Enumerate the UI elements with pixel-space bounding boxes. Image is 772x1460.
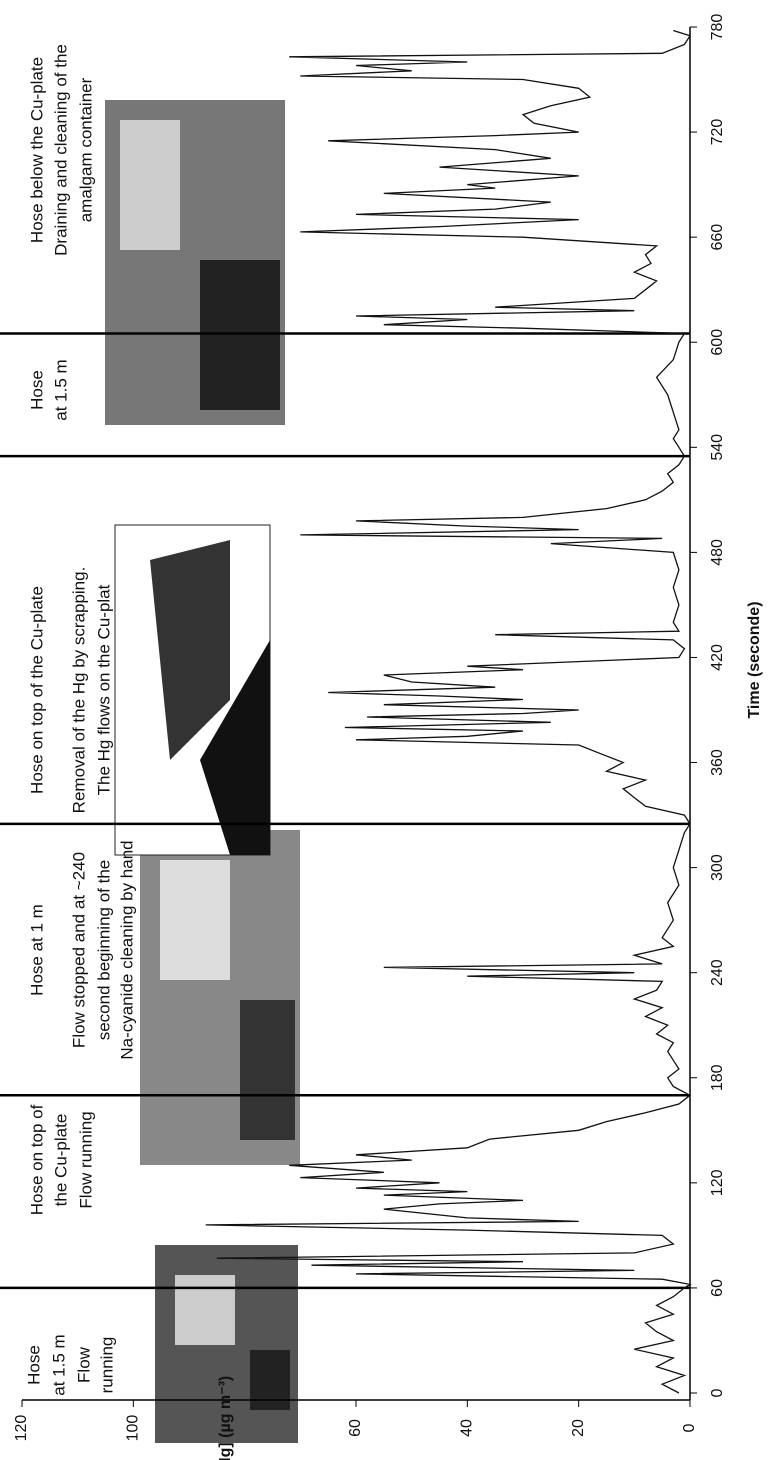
photo-detail xyxy=(250,1350,290,1410)
annotation: second beginning of the xyxy=(94,860,113,1041)
annotation: Hose below the Cu-plate xyxy=(27,57,46,243)
x-tick-label: 300 xyxy=(709,854,726,881)
y-axis-label: [Hg] (µg m⁻³) xyxy=(217,1376,234,1460)
annotation: Hose xyxy=(27,370,46,410)
annotation: at 1.5 m xyxy=(51,359,70,420)
photo-detail xyxy=(120,120,180,250)
annotation: Hose on top of xyxy=(27,1104,46,1215)
x-axis-label: Time (seconde) xyxy=(746,601,763,718)
annotation: Hose xyxy=(24,1345,43,1385)
annotation: amalgam container xyxy=(76,77,95,222)
y-tick-label: 120 xyxy=(13,1415,30,1442)
x-tick-label: 360 xyxy=(709,749,726,776)
x-tick-label: 420 xyxy=(709,644,726,671)
x-tick-label: 0 xyxy=(709,1388,726,1397)
x-tick-label: 180 xyxy=(709,1064,726,1091)
annotation: Hose on top of the Cu-plate xyxy=(27,586,46,794)
annotation: Flow running xyxy=(76,1111,95,1208)
x-tick-label: 600 xyxy=(709,329,726,356)
x-tick-label: 120 xyxy=(709,1169,726,1196)
annotation: Flow stopped and at ~240 xyxy=(69,852,88,1048)
photo-detail xyxy=(200,640,270,855)
photo-detail xyxy=(175,1275,235,1345)
annotation: at 1.5 m xyxy=(49,1334,68,1395)
y-tick-label: 100 xyxy=(125,1415,142,1442)
annotation: Draining and cleaning of the xyxy=(51,44,70,256)
annotation: Hose at 1 m xyxy=(27,904,46,996)
x-tick-label: 540 xyxy=(709,434,726,461)
y-tick-label: 20 xyxy=(570,1419,587,1437)
y-tick-label: 40 xyxy=(459,1419,476,1437)
x-tick-label: 480 xyxy=(709,539,726,566)
annotation: Flow xyxy=(74,1346,93,1383)
photo-detail xyxy=(160,860,230,980)
photo-detail xyxy=(150,540,230,760)
data-line xyxy=(205,29,692,1394)
x-tick-label: 60 xyxy=(709,1279,726,1297)
annotation: the Cu-plate xyxy=(51,1114,70,1207)
photo-detail xyxy=(240,1000,295,1140)
annotation: Na-cyanide cleaning by hand xyxy=(117,840,136,1059)
y-tick-label: 0 xyxy=(681,1423,698,1432)
annotation: running xyxy=(97,1337,116,1394)
x-tick-label: 720 xyxy=(709,119,726,146)
annotation: Removal of the Hg by scrapping. xyxy=(69,567,88,814)
photos xyxy=(105,100,300,1443)
x-tick-label: 780 xyxy=(709,14,726,41)
annotation: The Hg flows on the Cu-plat xyxy=(94,584,113,795)
photo-detail xyxy=(200,260,280,410)
y-tick-label: 60 xyxy=(347,1419,364,1437)
x-tick-label: 660 xyxy=(709,224,726,251)
x-tick-label: 240 xyxy=(709,959,726,986)
